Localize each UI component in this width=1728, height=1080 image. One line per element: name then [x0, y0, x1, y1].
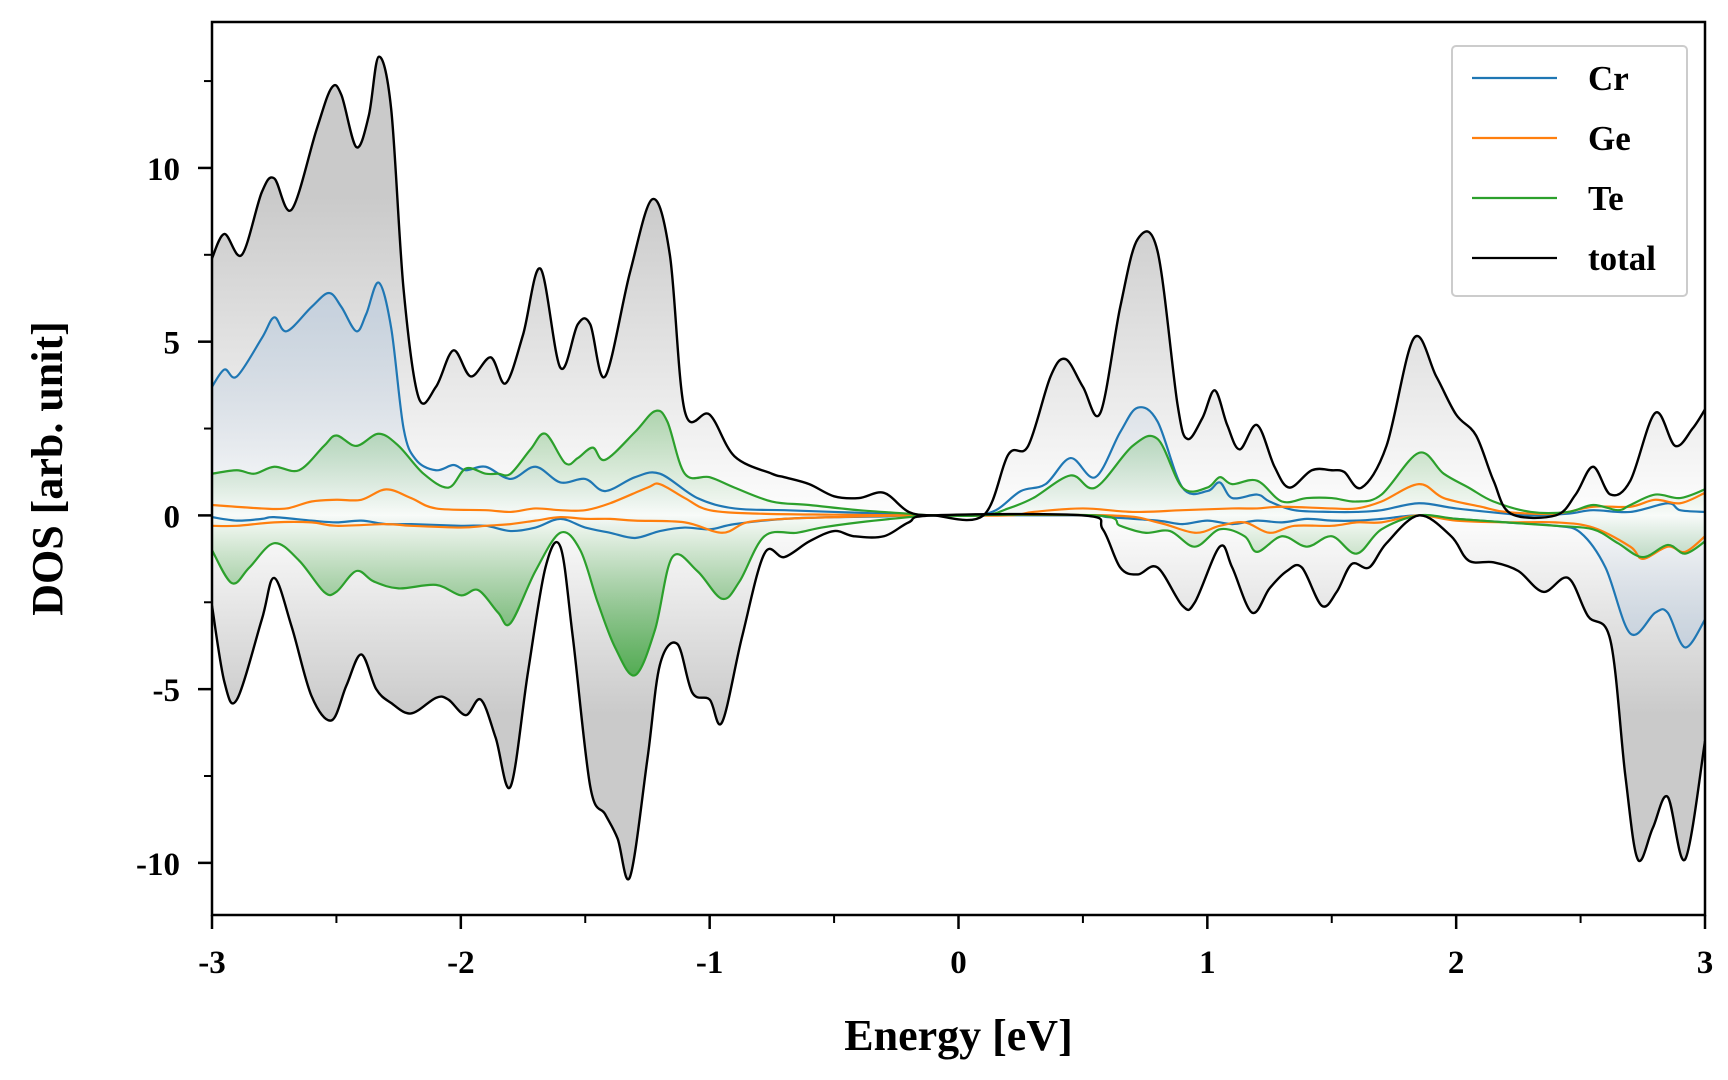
x-tick-label: 0 [950, 945, 967, 981]
line-total-spin-up [212, 55, 1705, 522]
legend: Cr Ge Te total [1451, 45, 1688, 297]
axis-ticks [198, 80, 1707, 929]
y-tick-label: 5 [164, 326, 181, 362]
x-axis-title: Energy [eV] [844, 1011, 1073, 1060]
line-te-spin-up [212, 409, 1705, 518]
y-tick-label: 0 [164, 499, 181, 535]
x-tick-label: 1 [1199, 945, 1216, 981]
legend-box [1451, 45, 1688, 297]
line-total-spin-down [212, 512, 1705, 881]
fill-total-spin-down [212, 514, 1705, 880]
legend-label-cr: Cr [1588, 59, 1629, 98]
x-tick-label: 3 [1697, 945, 1714, 981]
dos-fills [212, 56, 1705, 880]
x-tick-label: -2 [447, 945, 475, 981]
x-tick-label: 2 [1448, 945, 1465, 981]
x-tick-label: -1 [696, 945, 724, 981]
line-cr-spin-up [212, 281, 1705, 517]
y-tick-label: 10 [147, 152, 180, 188]
fill-total-spin-up [212, 56, 1705, 521]
legend-label-te: Te [1588, 179, 1624, 218]
dos-lines [212, 55, 1705, 881]
legend-label-ge: Ge [1588, 119, 1631, 158]
y-axis-title: DOS [arb. unit] [23, 321, 72, 616]
y-tick-label: -10 [136, 847, 180, 883]
x-tick-label: -3 [198, 945, 226, 981]
fill-te-spin-down [212, 514, 1705, 676]
legend-label-total: total [1588, 239, 1656, 278]
fill-te-spin-up [212, 410, 1705, 516]
y-tick-label: -5 [153, 673, 181, 709]
